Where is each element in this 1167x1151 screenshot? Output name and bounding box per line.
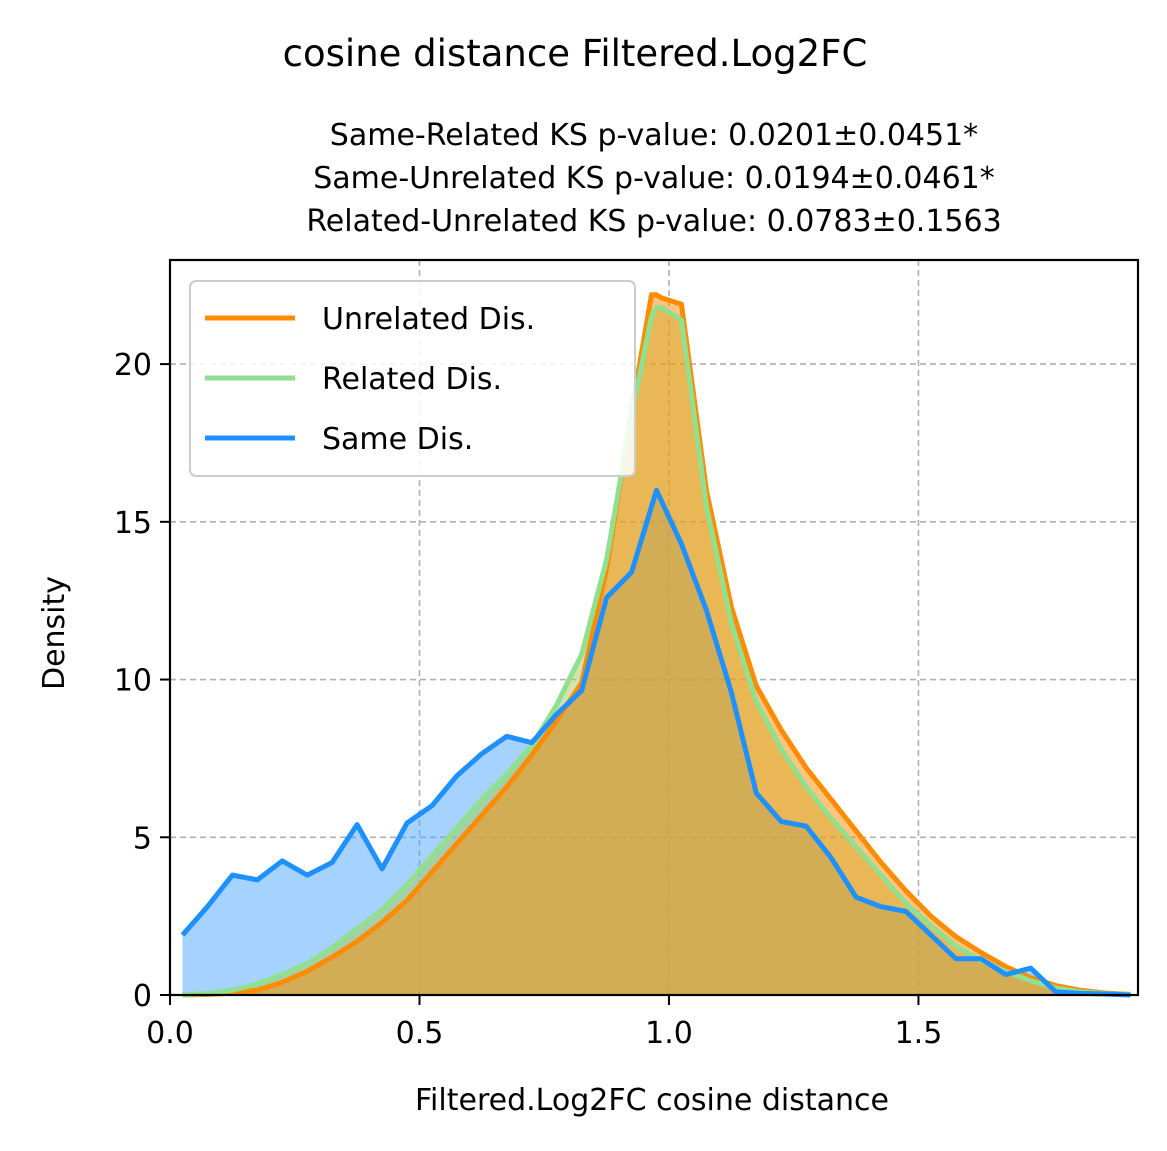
- legend-label-2: Same Dis.: [322, 422, 473, 457]
- line-related-dis: [182, 304, 1131, 998]
- x-tick-label-3: 1.5: [895, 1016, 943, 1051]
- x-axis-label: Filtered.Log2FC cosine distance: [415, 1083, 889, 1118]
- line-same-dis: [180, 487, 1131, 998]
- y-tick-label-3: 15: [114, 506, 152, 541]
- legend-label-1: Related Dis.: [322, 362, 502, 397]
- plot-frame: [168, 258, 1140, 997]
- x-tick-label-2: 1.0: [645, 1016, 693, 1051]
- subtitle-line-1: Same-Related KS p-value: 0.0201±0.0451*: [330, 118, 978, 153]
- y-axis-ticks: 0 5 10 15 20: [114, 348, 170, 1014]
- subtitle-line-2: Same-Unrelated KS p-value: 0.0194±0.0461…: [313, 161, 995, 196]
- x-tick-label-0: 0.0: [146, 1016, 194, 1051]
- y-tick-label-0: 0: [133, 979, 152, 1014]
- line-unrelated-dis: [182, 292, 1131, 998]
- y-tick-label-1: 5: [133, 821, 152, 856]
- chart-suptitle: cosine distance Filtered.Log2FC: [283, 32, 868, 75]
- area-unrelated-dis: [182, 294, 1131, 995]
- legend-label-0: Unrelated Dis.: [322, 302, 535, 337]
- subtitle-line-3: Related-Unrelated KS p-value: 0.0783±0.1…: [306, 204, 1001, 239]
- y-tick-label-4: 20: [114, 348, 152, 383]
- density-lines: [180, 292, 1131, 998]
- x-axis-ticks: 0.0 0.5 1.0 1.5: [146, 995, 942, 1051]
- legend: Unrelated Dis. Related Dis. Same Dis.: [189, 280, 636, 477]
- x-tick-label-1: 0.5: [396, 1016, 444, 1051]
- y-tick-label-2: 10: [114, 664, 152, 699]
- y-axis-label: Density: [37, 576, 72, 690]
- legend-box: [189, 280, 636, 477]
